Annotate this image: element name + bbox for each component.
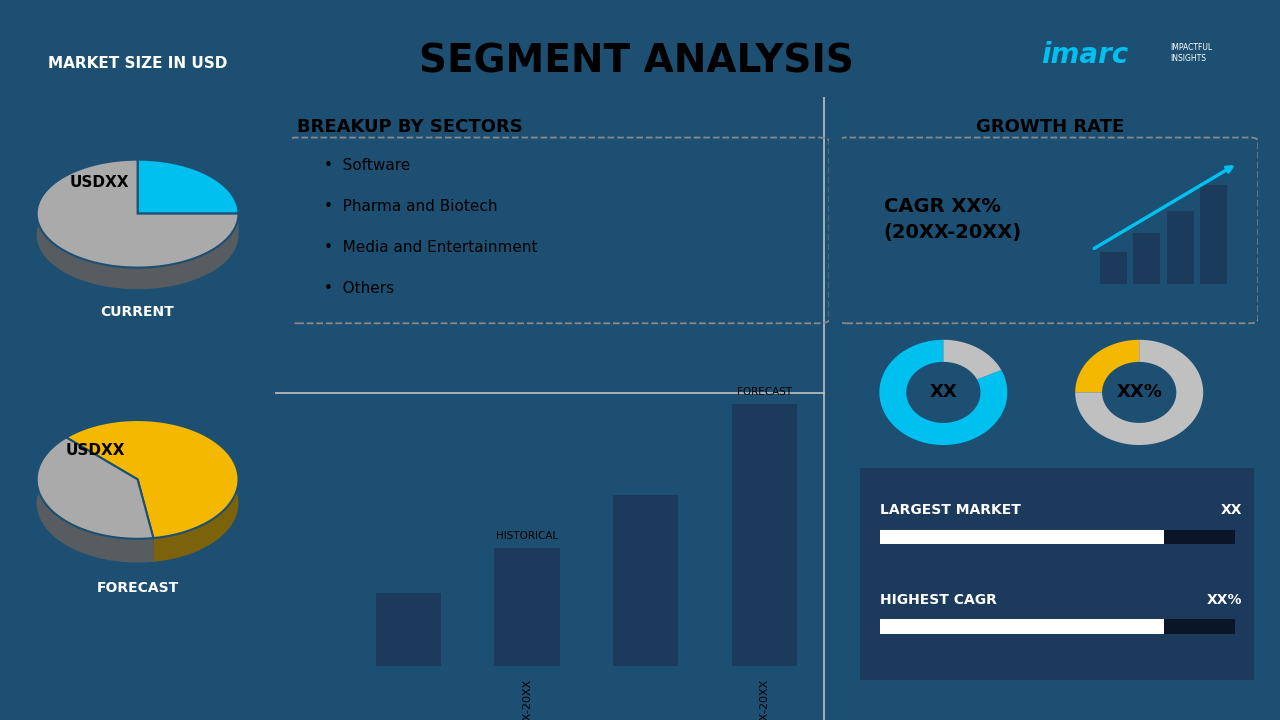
- Bar: [375, 593, 440, 666]
- Text: GROWTH RATE: GROWTH RATE: [977, 118, 1124, 136]
- Text: 20XX-20XX: 20XX-20XX: [759, 679, 769, 720]
- Polygon shape: [67, 420, 238, 562]
- Text: CAGR XX%
(20XX-20XX): CAGR XX% (20XX-20XX): [884, 197, 1021, 243]
- Text: imarc: imarc: [1041, 42, 1129, 69]
- Bar: [732, 404, 797, 666]
- Text: XX: XX: [1221, 503, 1243, 518]
- Text: USDXX: USDXX: [69, 175, 129, 190]
- Polygon shape: [67, 420, 238, 538]
- Text: •  Software: • Software: [324, 158, 411, 173]
- Text: •  Pharma and Biotech: • Pharma and Biotech: [324, 199, 498, 214]
- Bar: [1201, 185, 1228, 284]
- FancyBboxPatch shape: [849, 462, 1266, 687]
- Polygon shape: [37, 437, 154, 562]
- Text: CURRENT: CURRENT: [101, 305, 174, 319]
- Text: XX: XX: [929, 383, 957, 401]
- Text: HISTORICAL: HISTORICAL: [495, 531, 558, 541]
- Bar: [1134, 233, 1161, 284]
- Bar: [1164, 530, 1235, 544]
- Text: LARGEST MARKET: LARGEST MARKET: [879, 503, 1020, 518]
- Text: 20XX-20XX: 20XX-20XX: [522, 679, 532, 720]
- Polygon shape: [138, 160, 238, 235]
- Polygon shape: [37, 437, 154, 539]
- Text: XX%: XX%: [1116, 383, 1162, 401]
- Bar: [879, 530, 1164, 544]
- Text: BREAKUP BY SECTORS: BREAKUP BY SECTORS: [297, 118, 524, 136]
- Text: •  Others: • Others: [324, 282, 394, 296]
- Text: USDXX: USDXX: [65, 443, 125, 458]
- Bar: [613, 495, 678, 666]
- Bar: [1164, 618, 1235, 634]
- Polygon shape: [1075, 340, 1203, 445]
- Bar: [494, 548, 559, 666]
- Text: XX%: XX%: [1207, 593, 1243, 607]
- Bar: [1101, 252, 1128, 284]
- Bar: [1167, 211, 1194, 284]
- Text: HIGHEST CAGR: HIGHEST CAGR: [879, 593, 997, 607]
- Text: •  Media and Entertainment: • Media and Entertainment: [324, 240, 538, 255]
- Polygon shape: [37, 160, 238, 289]
- Bar: [879, 618, 1164, 634]
- Polygon shape: [37, 160, 238, 268]
- Polygon shape: [879, 340, 1007, 445]
- Polygon shape: [138, 160, 238, 214]
- Text: FORECAST: FORECAST: [96, 580, 179, 595]
- Text: FORECAST: FORECAST: [736, 387, 792, 397]
- Polygon shape: [1075, 340, 1139, 392]
- Polygon shape: [943, 340, 1001, 379]
- Text: IMPACTFUL
INSIGHTS: IMPACTFUL INSIGHTS: [1170, 42, 1212, 63]
- Text: SEGMENT ANALYSIS: SEGMENT ANALYSIS: [420, 42, 854, 80]
- Text: MARKET SIZE IN USD: MARKET SIZE IN USD: [47, 56, 228, 71]
